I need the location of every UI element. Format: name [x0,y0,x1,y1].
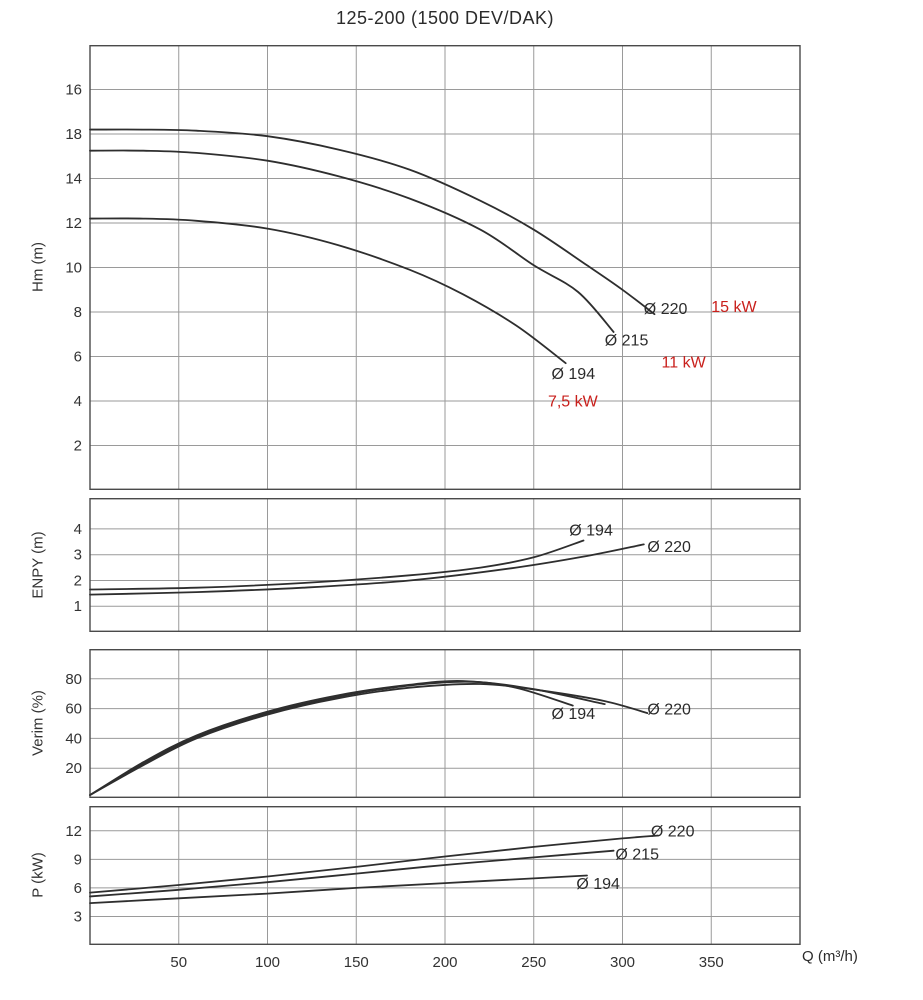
y-axis-title-hm: Hm (m) [29,242,47,292]
y-tick-label: 6 [74,880,82,897]
y-tick-label: 1 [74,598,82,615]
annotation-194: Ø 194 [576,876,620,893]
annotation-215: Ø 215 [605,332,649,349]
chart-panel-p: 12 9 6 3 Ø 220 Ø 215 Ø 194 [65,805,801,946]
y-tick-label: 3 [74,908,82,925]
y-tick-label: 4 [74,393,82,410]
y-tick-label: 6 [74,349,82,366]
annotation-75kW: 7,5 kW [548,394,599,411]
x-tick-label: 150 [343,954,369,971]
curve-194 [89,217,567,365]
x-axis-ticks: 50 100 150 200 250 300 350 [0,954,923,976]
curve-220 [89,834,659,894]
plot-border [89,805,801,946]
curve-215 [89,849,615,898]
y-axis-title-verim: Verim (%) [29,690,47,756]
y-tick-label: 10 [65,260,82,277]
curve-215 [89,149,615,333]
plot-border [89,497,801,633]
y-tick-label: 12 [65,215,82,232]
x-tick-label: 50 [170,954,188,971]
y-tick-label: 60 [65,701,82,718]
curve-220 [89,683,649,796]
y-tick-label: 8 [74,304,82,321]
annotation-220: Ø 220 [647,539,691,556]
y-tick-label: 4 [74,521,82,538]
curve-220 [89,543,645,596]
y-tick-label: 40 [65,730,82,747]
annotation-194: Ø 194 [552,706,596,723]
y-tick-label: 3 [74,547,82,564]
y-tick-label: 80 [65,671,82,688]
y-tick-label: 2 [74,572,82,589]
curve-194 [89,874,588,905]
curve-194 [89,539,585,591]
x-tick-label: 350 [698,954,724,971]
annotation-215: Ø 215 [615,846,659,863]
y-tick-label: 18 [65,126,82,143]
chart-panel-verim: 80 60 40 20 Ø 194 Ø 220 [65,648,801,799]
annotation-11kW: 11 kW [662,355,707,372]
x-tick-label: 300 [609,954,636,971]
x-axis-title: Q (m³/h) [802,948,858,965]
plot-border [89,44,801,491]
annotation-220: Ø 220 [647,702,691,719]
annotation-194: Ø 194 [552,366,596,383]
y-axis-title-enpy: ENPY (m) [29,531,47,599]
chart-panel-hm: 16 18 14 12 10 8 6 4 2 Ø 220 15 kW Ø 215 11 kW Ø 194 7… [65,44,801,491]
page-title: 125-200 (1500 DEV/DAK) [335,8,555,28]
y-axis-title-p: P (kW) [29,852,47,898]
y-tick-label: 12 [65,823,82,840]
y-tick-label: 14 [65,171,82,188]
annotation-220: Ø 220 [651,823,695,840]
y-tick-label: 9 [74,851,82,868]
x-tick-label: 100 [254,954,281,971]
chart-panel-enpy: 4 3 2 1 Ø 194 Ø 220 [74,497,801,633]
y-tick-label: 16 [65,82,82,99]
curve-220 [89,128,656,316]
y-tick-label: 2 [74,438,82,455]
annotation-15kW: 15 kW [711,299,757,316]
x-tick-label: 200 [432,954,458,971]
y-tick-label: 20 [65,760,82,777]
x-tick-label: 250 [521,954,547,971]
annotation-194: Ø 194 [569,522,613,539]
annotation-220: Ø 220 [644,301,688,318]
plot-border [89,648,801,799]
